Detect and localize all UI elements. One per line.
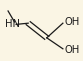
Text: OH: OH — [64, 45, 80, 55]
Text: HN: HN — [5, 19, 20, 29]
Text: OH: OH — [64, 17, 80, 27]
